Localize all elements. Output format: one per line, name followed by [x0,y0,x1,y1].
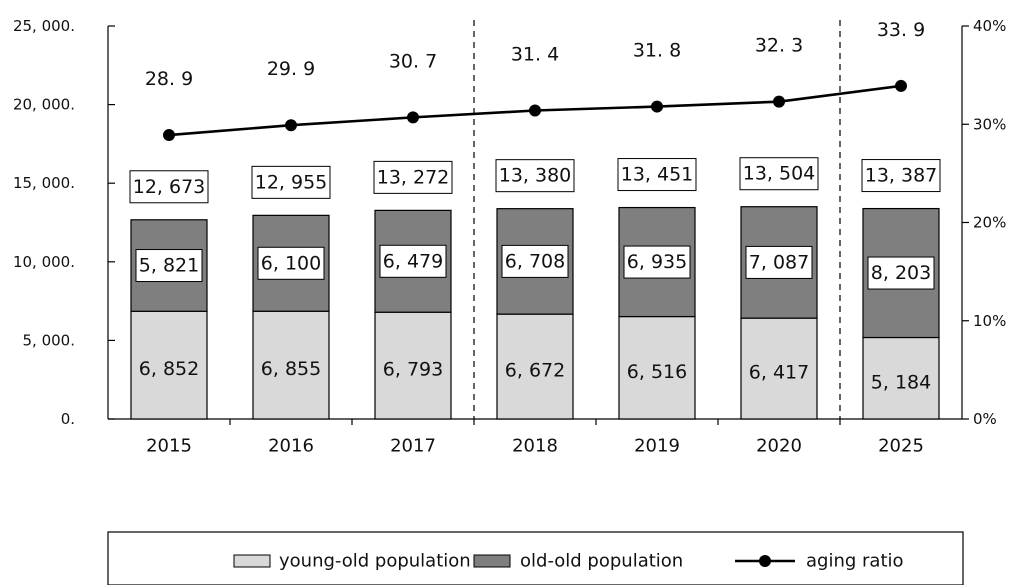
aging-ratio-point [529,104,541,117]
old-old-value-label: 6, 479 [383,250,443,272]
aging-ratio-value-label: 32. 3 [755,35,803,57]
total-label-box [739,157,819,191]
young-old-value-label: 6, 417 [749,362,809,384]
x-category-label: 2017 [390,436,436,457]
bar-young-old [130,310,208,420]
y2-tick-label: 30% [973,115,1006,133]
x-category-label: 2016 [268,436,314,457]
young-old-value-label: 6, 855 [261,358,321,380]
x-category-label: 2020 [756,436,802,457]
legend-label-aging-ratio: aging ratio [806,551,904,572]
aging-ratio-value-label: 28. 9 [145,68,193,90]
young-old-value-label: 6, 793 [383,359,443,381]
bar-young-old [252,310,330,420]
legend-label-old-old: old-old population [520,551,683,572]
bar-young-old [374,311,452,420]
old-old-value-label: 6, 935 [627,251,687,273]
total-value-label: 13, 380 [499,165,572,187]
x-category-label: 2019 [634,436,680,457]
y-tick-label: 25, 000. [13,17,75,35]
x-category-label: 2015 [146,436,192,457]
total-label-box [495,159,575,193]
total-value-label: 13, 451 [621,164,694,186]
old-old-label-box [623,245,691,279]
young-old-value-label: 6, 516 [627,361,687,383]
aging-ratio-point [285,119,297,132]
total-value-label: 13, 387 [865,165,938,187]
old-old-value-label: 6, 708 [505,250,565,272]
old-old-value-label: 8, 203 [871,262,931,284]
total-label-box [129,170,209,204]
y-tick-label: 15, 000. [13,174,75,192]
aging-ratio-value-label: 30. 7 [389,50,437,72]
old-old-label-box [867,256,935,290]
young-old-value-label: 6, 672 [505,360,565,382]
x-category-label: 2025 [878,436,924,457]
y-tick-label: 20, 000. [13,96,75,114]
aging-ratio-point [163,129,175,142]
total-label-box [373,160,453,194]
y2-tick-label: 20% [973,214,1006,232]
aging-ratio-value-label: 31. 8 [633,40,681,62]
young-old-value-label: 5, 184 [871,371,931,393]
total-label-box [251,165,331,199]
old-old-value-label: 7, 087 [749,251,809,273]
aging-ratio-value-label: 29. 9 [267,58,315,80]
aging-ratio-value-label: 33. 9 [877,19,925,41]
legend-marker-aging-ratio [759,555,771,567]
old-old-label-box [135,249,203,283]
old-old-label-box [257,246,325,280]
x-category-label: 2018 [512,436,558,457]
aging-ratio-value-label: 31. 4 [511,43,559,65]
aging-ratio-point [773,95,785,108]
y-tick-label: 0. [61,410,75,428]
old-old-value-label: 5, 821 [139,255,199,277]
total-value-label: 12, 955 [255,171,328,193]
legend-swatch-old-old [473,554,511,568]
old-old-value-label: 6, 100 [261,252,321,274]
legend-swatch-young-old [233,554,271,568]
total-label-box [861,159,941,193]
old-old-label-box [379,244,447,278]
bar-young-old [862,336,940,420]
total-value-label: 13, 272 [377,166,450,188]
total-value-label: 12, 673 [133,176,206,198]
aging-ratio-point [651,100,663,113]
total-value-label: 13, 504 [743,163,816,185]
bar-young-old [496,313,574,420]
young-old-value-label: 6, 852 [139,358,199,380]
y2-tick-label: 0% [973,410,997,428]
y2-tick-label: 40% [973,17,1006,35]
bar-young-old [618,315,696,420]
legend-label-young-old: young-old population [279,551,471,572]
y2-tick-label: 10% [973,312,1006,330]
y-tick-label: 10, 000. [13,253,75,271]
old-old-label-box [745,245,813,279]
bar-young-old [740,317,818,420]
y-tick-label: 5, 000. [23,331,75,349]
total-label-box [617,158,697,192]
old-old-label-box [501,244,569,278]
aging-ratio-point [407,111,419,124]
aging-ratio-point [895,79,907,92]
